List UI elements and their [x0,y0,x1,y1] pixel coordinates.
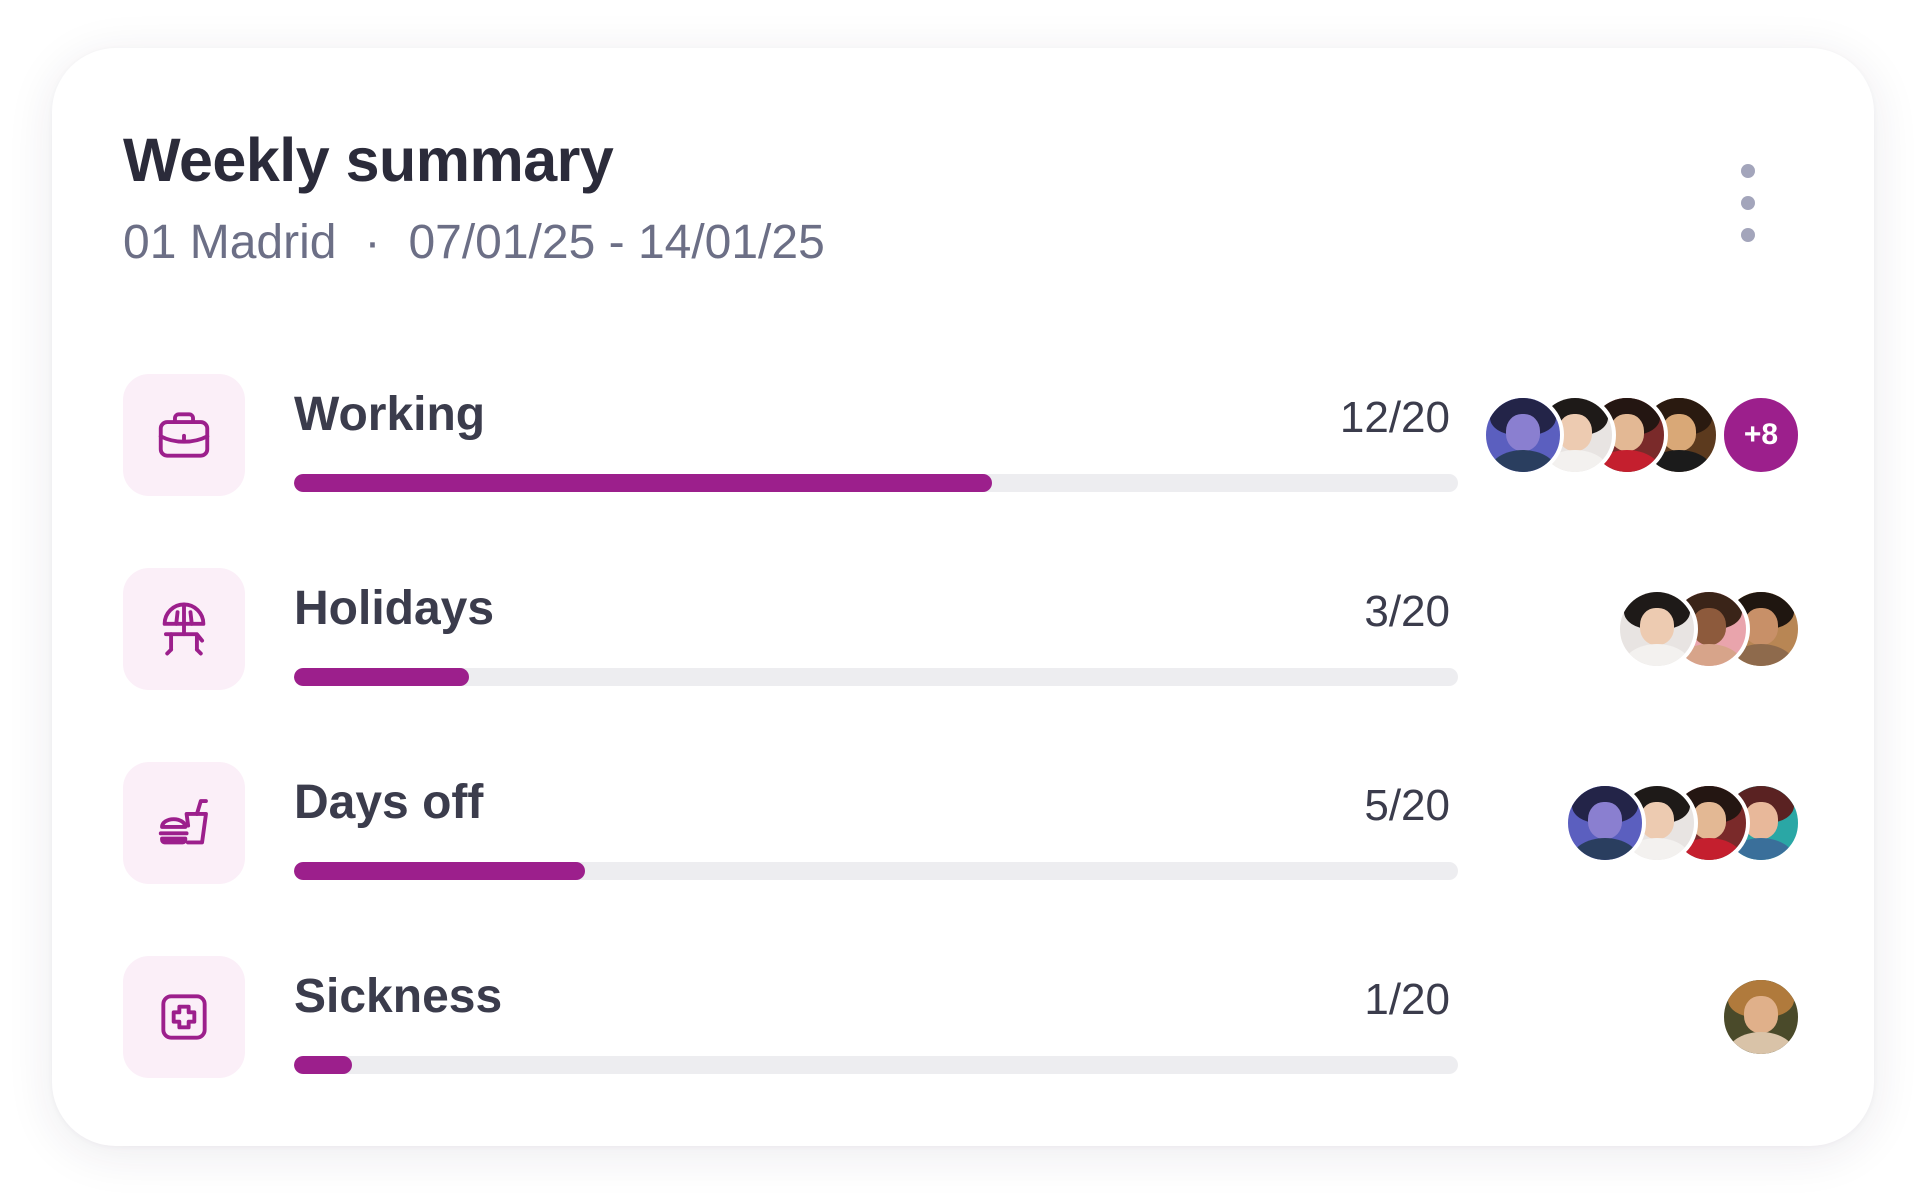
status-label: Working [294,388,486,441]
progress-bar [294,668,1458,686]
subtitle-separator: · [364,216,381,269]
beach-chair-icon [123,568,245,690]
avatar-group[interactable] [1720,976,1802,1058]
status-label: Sickness [294,970,503,1023]
avatar-group[interactable]: +8 [1482,394,1802,476]
progress-bar [294,474,1458,492]
date-range-label: 07/01/25 - 14/01/25 [408,216,825,269]
more-vertical-icon[interactable] [1728,158,1768,248]
location-label: 01 Madrid [123,216,337,269]
avatar[interactable] [1564,782,1646,864]
status-label: Days off [294,776,484,829]
progress-bar [294,862,1458,880]
more-people-badge[interactable]: +8 [1720,394,1802,476]
progress-bar [294,1056,1458,1074]
status-label: Holidays [294,582,495,635]
avatar-group[interactable] [1616,588,1802,670]
progress-fill [294,1056,353,1074]
status-row-working[interactable]: Working 12/20 +8 [52,374,1874,496]
status-count: 3/20 [1364,587,1450,636]
status-count: 5/20 [1364,781,1450,830]
briefcase-icon [123,374,245,496]
medical-cross-icon [123,956,245,1078]
progress-fill [294,474,993,492]
avatar[interactable] [1482,394,1564,476]
avatar-group[interactable] [1564,782,1802,864]
status-row-sickness[interactable]: Sickness 1/20 [52,956,1874,1078]
status-count: 1/20 [1364,975,1450,1024]
progress-fill [294,668,469,686]
card-title: Weekly summary [123,126,614,194]
progress-fill [294,862,585,880]
weekly-summary-card: Weekly summary 01 Madrid · 07/01/25 - 14… [52,48,1874,1146]
card-subtitle: 01 Madrid · 07/01/25 - 14/01/25 [123,214,825,272]
avatar[interactable] [1616,588,1698,670]
food-drink-icon [123,762,245,884]
avatar[interactable] [1720,976,1802,1058]
status-row-days-off[interactable]: Days off 5/20 [52,762,1874,884]
status-row-holidays[interactable]: Holidays 3/20 [52,568,1874,690]
status-count: 12/20 [1339,393,1450,442]
